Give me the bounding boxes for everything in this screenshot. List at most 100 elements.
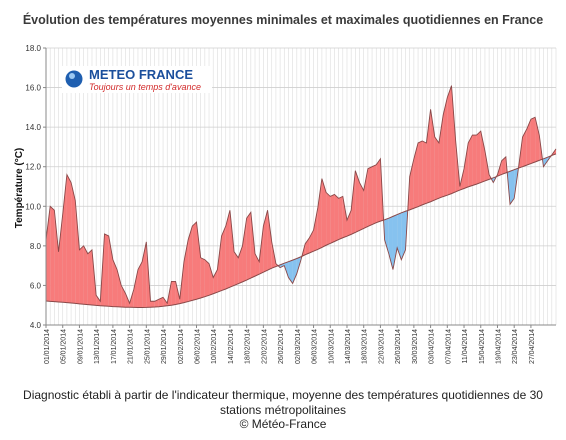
- logo-globe-icon: [65, 70, 83, 88]
- area-segment: [188, 226, 193, 302]
- area-segment: [66, 174, 72, 304]
- area-segment: [464, 142, 469, 189]
- area-segment: [104, 233, 109, 307]
- area-segment: [392, 214, 398, 270]
- x-tick-label: 29/01/2014: [161, 329, 168, 364]
- area-segment: [409, 158, 414, 210]
- area-segment: [476, 131, 481, 185]
- area-segment: [87, 249, 92, 306]
- area-segment: [468, 135, 473, 187]
- x-tick-label: 30/03/2014: [412, 329, 419, 364]
- meteo-france-logo: METEO FRANCE Toujours un temps d'avance: [62, 66, 212, 93]
- x-tick-label: 22/03/2014: [378, 329, 385, 364]
- x-tick-label: 03/04/2014: [429, 329, 436, 364]
- area-segment: [367, 166, 373, 227]
- x-tick-label: 07/04/2014: [445, 329, 452, 364]
- area-segment: [204, 259, 210, 297]
- x-tick-label: 26/03/2014: [395, 329, 402, 364]
- area-segment: [418, 140, 423, 207]
- area-segment: [96, 295, 101, 306]
- area-segment: [338, 196, 343, 240]
- area-segment: [480, 131, 485, 183]
- area-segment: [255, 253, 260, 277]
- x-tick-label: 21/01/2014: [128, 329, 135, 364]
- area-segment: [326, 192, 331, 246]
- area-segment: [225, 210, 230, 289]
- x-tick-label: 05/01/2014: [61, 329, 68, 364]
- area-segment: [397, 212, 402, 260]
- area-segment: [133, 269, 138, 308]
- area-segment: [443, 97, 448, 197]
- x-tick-label: 02/02/2014: [178, 329, 185, 364]
- area-segment: [334, 194, 339, 242]
- area-segment: [535, 117, 540, 162]
- area-segment: [330, 194, 335, 244]
- area-segment: [75, 200, 80, 304]
- area-segment: [401, 211, 406, 260]
- y-tick-label: 16.0: [25, 84, 41, 93]
- area-segment: [121, 285, 126, 308]
- area-segment: [434, 137, 439, 200]
- area-segment: [200, 257, 205, 298]
- area-segment: [384, 218, 389, 254]
- x-tick-label: 18/03/2014: [362, 329, 369, 364]
- x-tick-label: 13/01/2014: [94, 329, 101, 364]
- area-segment: [346, 210, 352, 237]
- x-tick-label: 10/02/2014: [211, 329, 218, 364]
- x-tick-label: 06/02/2014: [194, 329, 201, 364]
- y-tick-label: 12.0: [25, 163, 41, 172]
- x-tick-label: 19/04/2014: [495, 329, 502, 364]
- area-segment: [317, 178, 322, 250]
- area-segment: [50, 206, 55, 302]
- x-tick-label: 14/02/2014: [228, 329, 235, 364]
- y-tick-label: 6.0: [30, 281, 42, 290]
- axes: [45, 48, 556, 326]
- series-line-normal: [45, 153, 557, 308]
- y-tick-label: 8.0: [30, 242, 42, 251]
- x-tick-label: 14/03/2014: [345, 329, 352, 364]
- caption-line-1: Diagnostic établi à partir de l'indicate…: [23, 388, 543, 402]
- area-segment: [305, 237, 310, 255]
- caption: Diagnostic établi à partir de l'indicate…: [0, 388, 566, 432]
- area-segment: [263, 210, 268, 273]
- logo-title: METEO FRANCE: [89, 67, 193, 82]
- area-segment: [158, 297, 164, 307]
- logo-background: [62, 66, 212, 93]
- x-tick-label: 15/04/2014: [479, 329, 486, 364]
- x-tick-label: 26/02/2014: [278, 329, 285, 364]
- x-tick-label: 17/01/2014: [111, 329, 118, 364]
- area-segment: [117, 269, 122, 307]
- x-tick-label: 25/01/2014: [144, 329, 151, 364]
- area-segment: [472, 135, 477, 186]
- area-segment: [183, 239, 189, 303]
- area-segment: [522, 129, 527, 167]
- area-segment: [246, 212, 251, 281]
- area-segment: [313, 208, 318, 252]
- area-segment: [112, 259, 118, 307]
- area-segment: [309, 230, 314, 253]
- area-segment: [510, 169, 515, 205]
- y-tick-label: 14.0: [25, 123, 41, 132]
- y-tick-labels: 4.0 6.0 8.0 10.0 12.0 14.0 16.0 18.0: [25, 44, 46, 330]
- area-segment: [413, 142, 419, 209]
- x-tick-label: 22/02/2014: [261, 329, 268, 364]
- area-segment: [196, 222, 201, 300]
- area-segment: [46, 206, 51, 302]
- x-tick-labels: 01/01/2014 05/01/2014 09/01/2014 13/01/2014…: [44, 325, 536, 364]
- area-segment: [280, 263, 285, 268]
- x-tick-label: 02/03/2014: [295, 329, 302, 364]
- area-segment: [79, 245, 84, 305]
- area-segment: [192, 222, 197, 301]
- logo-globe-highlight: [69, 73, 75, 79]
- area-segment: [250, 212, 256, 279]
- area-segment: [234, 251, 239, 286]
- logo-tagline: Toujours un temps d'avance: [89, 82, 201, 92]
- area-segment: [171, 281, 176, 306]
- area-segment: [543, 157, 548, 167]
- y-axis-label: Température (°C): [14, 148, 25, 229]
- caption-line-2: stations métropolitaines: [219, 402, 347, 417]
- caption-line-3: © Météo-France: [239, 417, 327, 431]
- x-tick-label: 09/01/2014: [77, 329, 84, 364]
- area-segment: [376, 158, 381, 223]
